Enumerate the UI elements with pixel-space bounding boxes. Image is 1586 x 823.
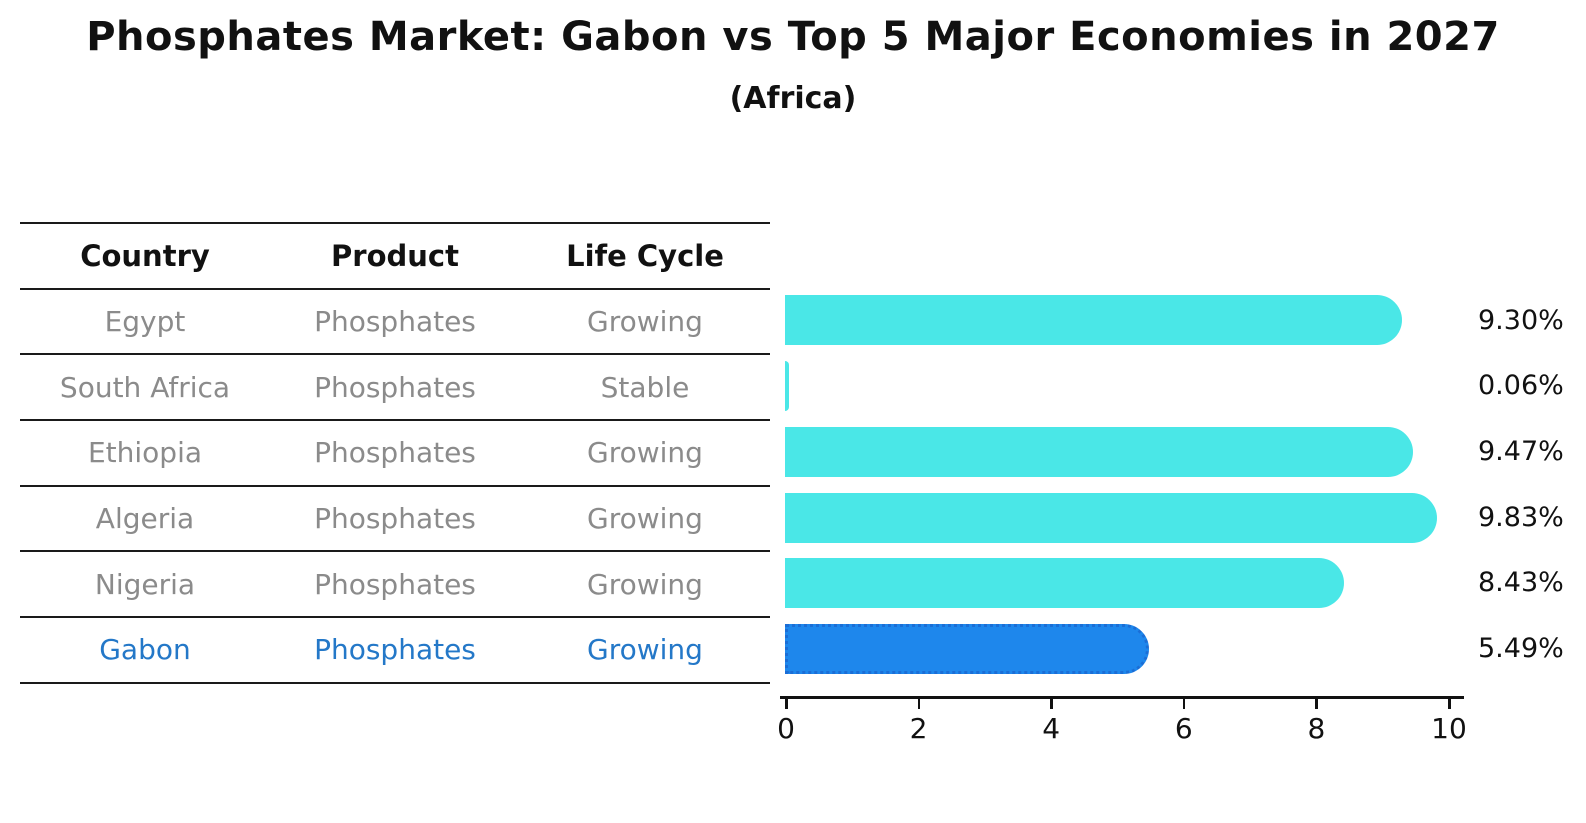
column-header-country: Country xyxy=(80,238,210,273)
column-header-product: Product xyxy=(331,238,459,273)
x-axis-tick-label: 8 xyxy=(1307,712,1326,745)
product-cell: Phosphates xyxy=(314,305,476,339)
bar-plot: 9.30% 0.06% 9.47% 9.83% 8.43% 5.49% xyxy=(785,288,1586,682)
product-cell: Phosphates xyxy=(314,567,476,601)
bar-gabon-highlighted xyxy=(785,623,1149,674)
country-cell: South Africa xyxy=(59,370,231,404)
bar-row-algeria: 9.83% xyxy=(785,485,1586,551)
bar-egypt xyxy=(785,295,1402,346)
product-cell: Phosphates xyxy=(314,502,476,536)
value-label-south-africa: 0.06% xyxy=(1478,370,1564,402)
bar-row-egypt: 9.30% xyxy=(785,288,1586,354)
x-axis-tick-label: 10 xyxy=(1431,712,1467,745)
value-label-ethiopia: 9.47% xyxy=(1478,436,1564,468)
lifecycle-cell: Growing xyxy=(587,305,703,339)
chart-subtitle: (Africa) xyxy=(729,81,857,116)
bar-row-south-africa: 0.06% xyxy=(785,353,1586,419)
x-axis: 0 2 4 6 8 10 xyxy=(777,696,1467,752)
bar-row-gabon: 5.49% xyxy=(785,616,1586,682)
table-row-egypt: Egypt Phosphates Growing xyxy=(20,287,770,354)
country-cell: Nigeria xyxy=(94,567,196,601)
column-header-lifecycle: Life Cycle xyxy=(566,238,724,273)
x-axis-tick-label: 6 xyxy=(1174,712,1193,745)
country-cell: Egypt xyxy=(104,305,186,339)
lifecycle-cell: Growing xyxy=(587,436,703,470)
bar-nigeria xyxy=(785,558,1344,609)
table-row-south-africa: South Africa Phosphates Stable xyxy=(20,353,770,419)
x-axis-line xyxy=(780,696,1464,699)
x-axis-tick xyxy=(1050,697,1053,709)
value-label-algeria: 9.83% xyxy=(1478,501,1564,533)
product-cell: Phosphates xyxy=(314,436,476,470)
lifecycle-cell: Growing xyxy=(587,633,703,667)
comparison-table: Country Product Life Cycle Egypt Phospha… xyxy=(20,222,770,684)
product-cell: Phosphates xyxy=(314,633,476,667)
bar-south-africa xyxy=(785,361,789,412)
table-row-gabon: Gabon Phosphates Growing xyxy=(20,616,770,682)
x-axis-tick xyxy=(785,697,788,709)
product-cell: Phosphates xyxy=(314,370,476,404)
bar-row-nigeria: 8.43% xyxy=(785,550,1586,616)
table-row-nigeria: Nigeria Phosphates Growing xyxy=(20,550,770,616)
chart-title: Phosphates Market: Gabon vs Top 5 Major … xyxy=(86,14,1500,60)
country-cell: Ethiopia xyxy=(87,436,203,470)
lifecycle-cell: Growing xyxy=(587,567,703,601)
x-axis-tick xyxy=(1315,697,1318,709)
lifecycle-cell: Growing xyxy=(587,502,703,536)
x-axis-tick-label: 2 xyxy=(909,712,928,745)
bar-algeria xyxy=(785,492,1437,543)
country-cell: Algeria xyxy=(95,502,195,536)
x-axis-tick-label: 0 xyxy=(777,712,795,745)
value-label-gabon: 5.49% xyxy=(1478,633,1564,665)
table-row-algeria: Algeria Phosphates Growing xyxy=(20,484,770,551)
bar-ethiopia xyxy=(785,426,1413,477)
value-label-egypt: 9.30% xyxy=(1478,304,1564,336)
table-header-row: Country Product Life Cycle xyxy=(20,222,770,288)
value-label-nigeria: 8.43% xyxy=(1478,567,1564,599)
x-axis-tick xyxy=(1182,697,1186,709)
x-axis-tick xyxy=(917,697,921,709)
lifecycle-cell: Stable xyxy=(600,370,690,404)
x-axis-tick-label: 4 xyxy=(1042,712,1061,745)
table-row-ethiopia: Ethiopia Phosphates Growing xyxy=(20,419,770,485)
country-cell: Gabon xyxy=(99,633,191,667)
x-axis-tick xyxy=(1448,697,1451,709)
bar-row-ethiopia: 9.47% xyxy=(785,419,1586,485)
